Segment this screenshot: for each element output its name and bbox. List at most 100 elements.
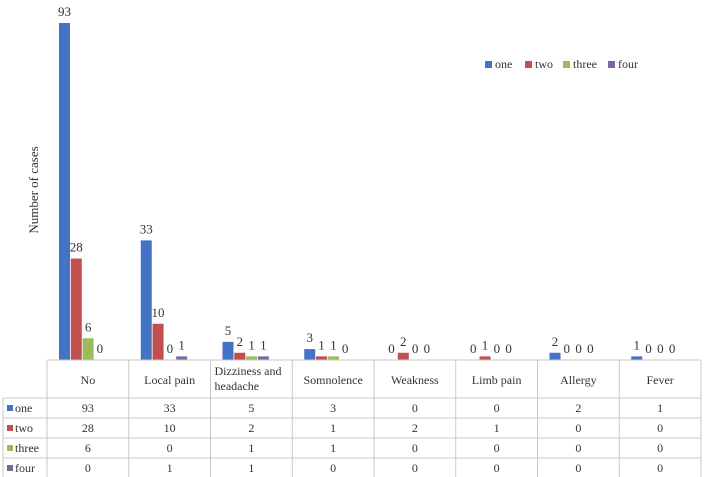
data-label-limb-pain-three: 0 bbox=[494, 341, 501, 356]
table-swatch-one bbox=[7, 405, 13, 411]
data-label-dizziness-and-headache-one: 5 bbox=[225, 323, 232, 338]
bar-dizziness-and-headache-one bbox=[222, 341, 234, 360]
bar-no-two bbox=[70, 258, 82, 360]
table-cell-three-local-pain: 0 bbox=[167, 441, 173, 455]
bar-local-pain-two bbox=[152, 323, 164, 360]
legend: one two three four bbox=[485, 57, 638, 71]
table-cell-two-fever: 0 bbox=[657, 421, 663, 435]
data-label-no-two: 28 bbox=[70, 240, 83, 255]
bar-no-three bbox=[82, 338, 94, 360]
table-cell-one-dizziness-and-headache: 5 bbox=[248, 401, 254, 415]
table-cell-four-weakness: 0 bbox=[412, 461, 418, 475]
legend-swatch-two bbox=[525, 61, 532, 68]
x-tick-label-no: No bbox=[81, 373, 96, 387]
table-cell-three-weakness: 0 bbox=[412, 441, 418, 455]
data-label-somnolence-one: 3 bbox=[307, 330, 314, 345]
table-cell-three-allergy: 0 bbox=[575, 441, 581, 455]
data-label-local-pain-one: 33 bbox=[140, 221, 153, 236]
data-label-weakness-three: 0 bbox=[412, 341, 419, 356]
table-cell-two-allergy: 0 bbox=[575, 421, 581, 435]
table-cell-two-weakness: 2 bbox=[412, 421, 418, 435]
table-cell-four-limb-pain: 0 bbox=[494, 461, 500, 475]
bar-local-pain-one bbox=[140, 240, 152, 360]
data-label-somnolence-two: 1 bbox=[318, 337, 325, 352]
bar-dizziness-and-headache-four bbox=[257, 356, 269, 360]
bar-somnolence-three bbox=[327, 356, 339, 360]
bar-dizziness-and-headache-three bbox=[246, 356, 258, 360]
x-tick-label-local-pain: Local pain bbox=[144, 373, 195, 387]
table-row-label-two: two bbox=[15, 421, 33, 435]
bars-group bbox=[59, 23, 643, 360]
table-swatch-four bbox=[7, 465, 13, 471]
y-axis-label: Number of cases bbox=[26, 146, 41, 233]
bar-dizziness-and-headache-two bbox=[234, 352, 246, 360]
data-label-fever-four: 0 bbox=[669, 341, 676, 356]
legend-label-four: four bbox=[618, 57, 638, 71]
table-cell-one-fever: 1 bbox=[657, 401, 663, 415]
data-label-allergy-two: 0 bbox=[564, 341, 571, 356]
data-label-no-three: 6 bbox=[85, 319, 92, 334]
table-cell-two-no: 28 bbox=[82, 421, 94, 435]
table-cell-four-no: 0 bbox=[85, 461, 91, 475]
legend-label-two: two bbox=[535, 57, 553, 71]
table-cell-one-allergy: 2 bbox=[575, 401, 581, 415]
table-cell-two-somnolence: 1 bbox=[330, 421, 336, 435]
table-cell-one-weakness: 0 bbox=[412, 401, 418, 415]
bar-local-pain-four bbox=[176, 356, 188, 360]
data-label-dizziness-and-headache-two: 2 bbox=[237, 334, 244, 349]
bar-somnolence-one bbox=[304, 349, 316, 360]
data-label-allergy-one: 2 bbox=[552, 334, 559, 349]
bar-limb-pain-two bbox=[479, 356, 491, 360]
data-label-allergy-three: 0 bbox=[575, 341, 582, 356]
x-tick-label-allergy: Allergy bbox=[560, 373, 596, 387]
x-tick-label-dizziness-and-headache-line1: Dizziness and bbox=[215, 364, 282, 378]
bar-somnolence-two bbox=[316, 356, 328, 360]
table-cell-three-somnolence: 1 bbox=[330, 441, 336, 455]
table-cell-two-limb-pain: 1 bbox=[494, 421, 500, 435]
data-label-somnolence-three: 1 bbox=[330, 337, 337, 352]
bar-no-one bbox=[59, 23, 70, 360]
legend-label-three: three bbox=[573, 57, 597, 71]
table-row-label-three: three bbox=[15, 441, 39, 455]
data-label-allergy-four: 0 bbox=[587, 341, 594, 356]
table-cell-four-allergy: 0 bbox=[575, 461, 581, 475]
data-label-local-pain-two: 10 bbox=[152, 305, 165, 320]
table-cell-one-local-pain: 33 bbox=[164, 401, 176, 415]
data-label-limb-pain-one: 0 bbox=[470, 341, 477, 356]
legend-swatch-one bbox=[485, 61, 492, 68]
table-cell-one-no: 93 bbox=[82, 401, 94, 415]
data-label-limb-pain-four: 0 bbox=[505, 341, 512, 356]
table-cell-four-somnolence: 0 bbox=[330, 461, 336, 475]
data-label-fever-three: 0 bbox=[657, 341, 664, 356]
table-swatch-three bbox=[7, 445, 13, 451]
x-tick-label-dizziness-and-headache-line2: headache bbox=[215, 379, 260, 393]
x-tick-label-limb-pain: Limb pain bbox=[472, 373, 522, 387]
table-cell-four-dizziness-and-headache: 1 bbox=[248, 461, 254, 475]
data-label-dizziness-and-headache-four: 1 bbox=[260, 337, 267, 352]
legend-swatch-four bbox=[608, 61, 615, 68]
data-label-limb-pain-two: 1 bbox=[482, 337, 489, 352]
legend-swatch-three bbox=[563, 61, 570, 68]
data-label-weakness-four: 0 bbox=[424, 341, 431, 356]
data-label-weakness-one: 0 bbox=[388, 341, 395, 356]
data-label-no-four: 0 bbox=[97, 341, 104, 356]
data-label-local-pain-three: 0 bbox=[167, 341, 174, 356]
data-label-local-pain-four: 1 bbox=[178, 337, 185, 352]
x-tick-label-fever: Fever bbox=[646, 373, 673, 387]
data-label-no-one: 93 bbox=[58, 4, 71, 19]
legend-label-one: one bbox=[495, 57, 512, 71]
data-label-dizziness-and-headache-three: 1 bbox=[248, 337, 255, 352]
x-tick-label-weakness: Weakness bbox=[391, 373, 439, 387]
table-cell-one-limb-pain: 0 bbox=[494, 401, 500, 415]
table-cell-three-limb-pain: 0 bbox=[494, 441, 500, 455]
bar-allergy-one bbox=[549, 352, 561, 360]
bar-fever-one bbox=[631, 356, 643, 360]
table-cell-three-dizziness-and-headache: 1 bbox=[248, 441, 254, 455]
x-tick-label-somnolence: Somnolence bbox=[303, 373, 362, 387]
table-cell-four-local-pain: 1 bbox=[167, 461, 173, 475]
table-row-label-one: one bbox=[15, 401, 32, 415]
table-cell-two-local-pain: 10 bbox=[164, 421, 176, 435]
